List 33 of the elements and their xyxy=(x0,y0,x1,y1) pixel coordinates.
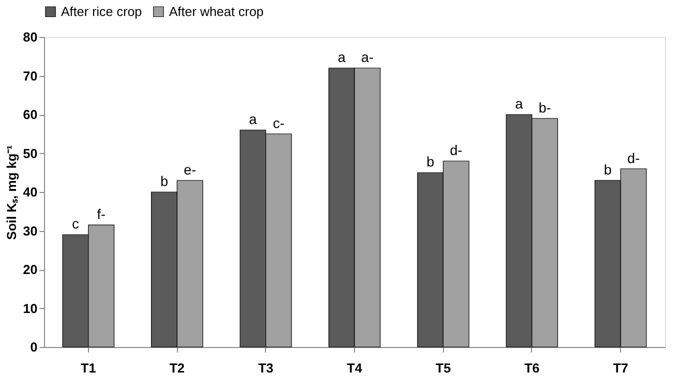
y-tick-label: 40 xyxy=(23,184,38,200)
data-label: b xyxy=(160,173,168,189)
x-tick-label: T3 xyxy=(258,360,274,376)
y-tick-label: 30 xyxy=(23,223,38,238)
data-label: c- xyxy=(272,114,285,131)
y-tick-label: 0 xyxy=(30,340,38,354)
y-tick-label: 80 xyxy=(23,30,38,44)
y-tick-label: 60 xyxy=(23,107,38,122)
y-tick-label: 70 xyxy=(23,68,38,84)
data-label: e- xyxy=(184,161,196,178)
x-tick-label: T1 xyxy=(80,360,96,376)
x-tick-label: T6 xyxy=(524,360,540,376)
data-label: b xyxy=(426,154,434,170)
data-label: a xyxy=(515,96,524,112)
data-label: b xyxy=(604,161,612,178)
data-label: c xyxy=(72,216,79,232)
x-tick-label: T2 xyxy=(169,360,185,376)
data-label: a- xyxy=(361,49,374,65)
legend-label: After wheat crop xyxy=(169,4,264,19)
data-label: d- xyxy=(627,150,640,166)
legend-label: After rice crop xyxy=(61,4,142,19)
y-tick-label: 10 xyxy=(23,300,38,316)
data-label: f- xyxy=(96,206,106,222)
y-tick-label: 20 xyxy=(23,262,38,277)
y-axis-title: Soil Kₛ, mg kg⁻¹ xyxy=(4,145,20,240)
data-label: a xyxy=(249,111,258,127)
x-tick-label: T5 xyxy=(436,360,451,376)
data-label: a xyxy=(338,49,346,65)
data-label: b- xyxy=(538,99,552,116)
x-tick-label: T4 xyxy=(346,360,363,376)
data-label: d- xyxy=(450,142,463,158)
x-tick-label: T7 xyxy=(613,360,628,376)
y-tick-label: 50 xyxy=(23,146,38,161)
